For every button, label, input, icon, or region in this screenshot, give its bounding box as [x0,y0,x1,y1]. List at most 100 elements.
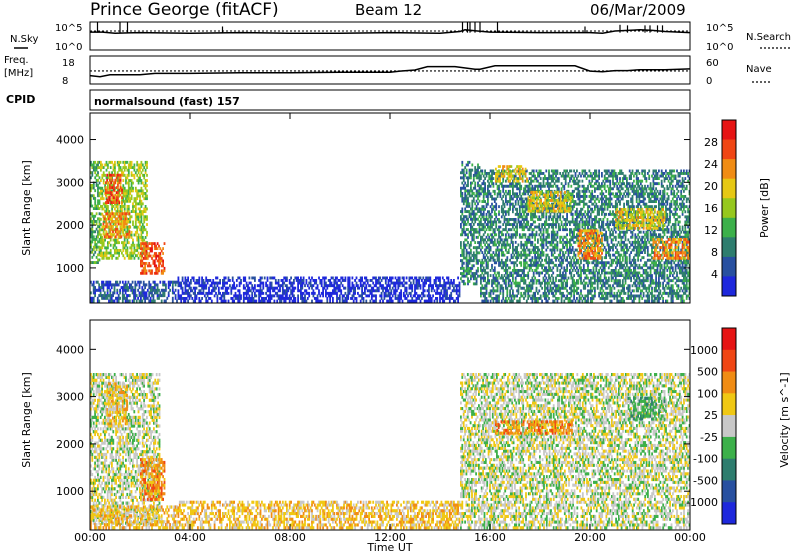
range-time-cell [361,294,363,298]
range-time-cell [502,202,505,206]
range-time-cell [518,235,521,239]
range-time-cell [116,230,119,234]
range-time-cell [119,288,121,292]
range-time-cell [373,294,376,298]
range-time-cell [134,233,137,237]
range-time-cell [118,176,121,180]
range-time-cell [538,215,541,219]
range-time-cell [489,212,492,216]
range-time-cell [130,179,133,182]
range-time-cell [553,212,556,216]
range-time-cell [380,284,383,288]
range-time-cell [502,212,505,216]
range-time-cell [94,288,96,292]
range-time-cell [559,261,562,265]
range-time-cell [477,246,479,250]
range-time-cell [472,238,475,242]
range-time-cell [112,220,114,223]
range-time-cell [149,247,152,250]
range-time-cell [571,238,574,242]
range-time-cell [573,220,575,224]
range-time-cell [152,288,155,292]
range-time-cell [351,297,354,300]
range-time-cell [510,256,513,260]
range-time-cell [465,248,468,252]
range-time-cell [408,299,411,303]
range-time-cell [541,192,543,196]
range-time-cell [114,189,116,193]
range-time-cell [488,246,491,249]
range-time-cell [441,284,444,288]
range-time-cell [98,253,101,257]
range-time-cell [101,173,104,177]
range-time-cell [110,186,113,189]
range-time-cell [153,291,156,295]
range-time-cell [123,283,126,287]
range-time-cell [532,291,535,295]
range-time-cell [95,243,98,246]
range-time-cell [288,299,291,303]
range-time-cell [498,212,500,216]
range-time-cell [326,291,329,295]
range-time-cell [532,228,535,232]
range-time-cell [117,186,119,189]
range-time-cell [435,279,437,282]
range-time-cell [548,263,550,267]
range-time-cell [553,223,556,226]
range-time-cell [489,291,492,295]
range-time-cell [512,182,514,186]
range-time-cell [562,284,564,288]
range-time-cell [134,199,137,203]
range-time-cell [477,184,479,188]
range-time-cell [121,225,124,228]
range-time-cell [404,297,407,300]
range-time-cell [499,238,502,242]
range-time-cell [545,189,548,193]
range-time-cell [481,225,484,229]
range-time-cell [552,215,555,219]
range-time-cell [482,274,485,277]
range-time-cell [481,238,484,242]
range-time-cell [538,172,541,175]
range-time-cell [254,279,256,282]
range-time-cell [541,299,543,303]
range-time-cell [132,202,134,206]
range-time-cell [224,286,227,290]
range-time-cell [94,245,97,249]
range-time-cell [132,210,134,213]
range-time-cell [566,212,568,216]
range-time-cell [527,289,530,293]
range-time-cell [137,233,140,237]
range-time-cell [462,256,465,260]
range-time-cell [142,266,145,270]
range-time-cell [507,200,510,203]
range-time-cell [512,189,514,193]
range-time-cell [480,223,482,226]
range-time-cell [120,227,123,231]
range-time-cell [141,225,144,229]
range-time-cell [465,264,468,268]
range-time-cell [505,258,507,262]
range-time-cell [512,291,514,295]
range-time-cell [484,192,486,196]
range-time-cell [549,248,552,252]
range-time-cell [290,284,292,288]
range-time-cell [394,284,397,288]
range-time-cell [530,243,532,247]
range-time-cell [544,207,546,211]
range-time-cell [506,263,509,267]
range-time-cell [382,284,384,288]
range-time-cell [280,294,283,298]
range-time-cell [137,251,140,255]
range-time-cell [541,248,543,252]
range-time-cell [523,269,525,272]
range-time-cell [531,235,534,239]
range-time-cell [119,166,122,169]
range-time-cell [130,288,133,292]
range-time-cell [556,284,559,288]
range-time-cell [567,174,570,178]
range-time-cell [139,207,141,211]
range-time-cell [354,297,356,300]
range-time-cell [105,256,108,260]
range-time-cell [370,289,373,293]
